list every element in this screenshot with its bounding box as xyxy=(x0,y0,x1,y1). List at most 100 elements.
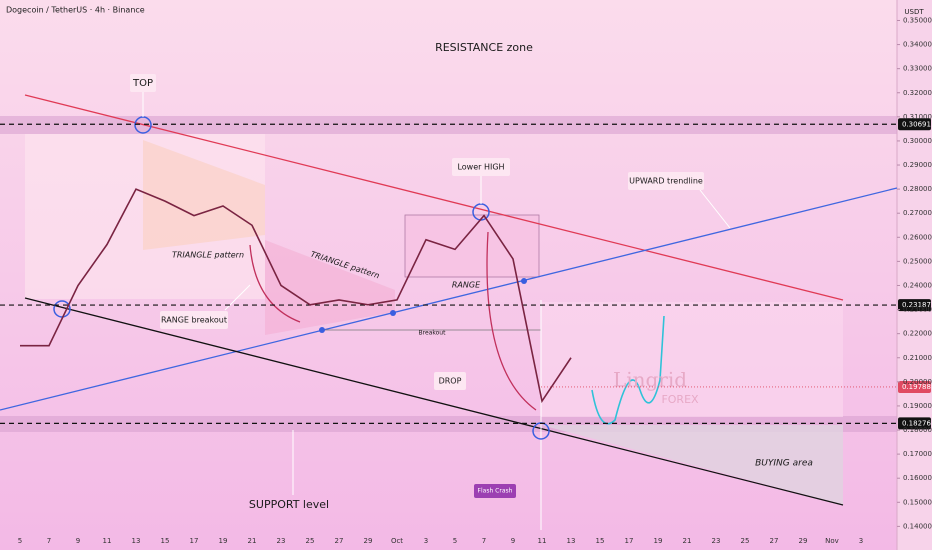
triangle-2 xyxy=(265,240,395,335)
y-tick-label: 0.32000 xyxy=(903,89,932,97)
annotation: Flash Crash xyxy=(478,488,513,495)
header: Dogecoin / TetherUS · 4h · Binance xyxy=(6,6,145,15)
y-tick-label: 0.33000 xyxy=(903,65,932,73)
series xyxy=(20,188,572,404)
price-label: 0.19788 xyxy=(902,383,931,391)
x-tick-label: 29 xyxy=(364,537,373,545)
y-tick-label: 0.35000 xyxy=(903,16,932,24)
x-tick-label: 15 xyxy=(161,537,170,545)
touch-dot xyxy=(390,310,396,316)
x-tick-label: 17 xyxy=(190,537,199,545)
resistance-band xyxy=(0,116,897,134)
support-trendline xyxy=(24,297,844,506)
arrow xyxy=(486,231,537,411)
y-tick-label: 0.15000 xyxy=(903,498,932,506)
touch-dot xyxy=(521,278,527,284)
y-tick-label: 0.30000 xyxy=(903,137,932,145)
y-tick-label: 0.28000 xyxy=(903,185,932,193)
annotation: TOP xyxy=(132,78,153,89)
x-tick-label: 19 xyxy=(219,537,228,545)
x-tick-label: 27 xyxy=(770,537,779,545)
price-line xyxy=(20,188,572,404)
axis-unit: USDT xyxy=(904,8,924,16)
annotation: BUYING area xyxy=(755,459,813,469)
target-zone xyxy=(541,302,843,417)
annotation: RANGE xyxy=(452,281,481,290)
x-tick-label: 23 xyxy=(277,537,286,545)
pointer xyxy=(699,189,731,229)
x-tick-label: Nov xyxy=(825,537,839,545)
label-box xyxy=(160,311,228,329)
y-tick-label: 0.29000 xyxy=(903,161,932,169)
x-tick-label: 9 xyxy=(511,537,515,545)
y-tick-label: 0.34000 xyxy=(903,41,932,49)
x-tick-label: 3 xyxy=(859,537,863,545)
label-box xyxy=(452,158,510,176)
x-tick-label: 19 xyxy=(654,537,663,545)
y-tick-label: 0.16000 xyxy=(903,474,932,482)
y-tick-label: 0.27000 xyxy=(903,209,932,217)
x-tick-label: 21 xyxy=(683,537,692,545)
x-tick-label: 27 xyxy=(335,537,344,545)
x-tick-label: 17 xyxy=(625,537,634,545)
range-box xyxy=(404,214,540,278)
arrow xyxy=(249,244,301,323)
touch-dot xyxy=(319,327,325,333)
watermark: FOREX xyxy=(661,393,699,406)
x-tick-label: 21 xyxy=(248,537,257,545)
y-tick-label: 0.25000 xyxy=(903,257,932,265)
annotation: DROP xyxy=(439,377,462,386)
x-tick-label: 13 xyxy=(132,537,141,545)
buying-zone xyxy=(541,425,843,505)
price-label-bg xyxy=(898,380,931,393)
x-tick-label: 15 xyxy=(596,537,605,545)
price-lines: 0.30691 0.23187 0.19788 0.18276 xyxy=(0,118,931,430)
x-tick-label: 11 xyxy=(103,537,112,545)
x-tick-label: 5 xyxy=(453,537,457,545)
x-tick-label: 29 xyxy=(799,537,808,545)
x-tick-label: 5 xyxy=(18,537,22,545)
label-box xyxy=(628,172,704,190)
y-tick-label: 0.14000 xyxy=(903,522,932,530)
y-tick-label: 0.20000 xyxy=(903,378,932,386)
label-box xyxy=(474,484,516,498)
price-label-bg xyxy=(898,417,931,430)
annotation: SUPPORT level xyxy=(249,498,329,511)
annotation: Lower HIGH xyxy=(457,163,504,172)
annotation: UPWARD trendline xyxy=(629,177,703,186)
price-label-bg xyxy=(898,118,931,131)
x-tick-label: 25 xyxy=(741,537,750,545)
annotation: RANGE breakout xyxy=(161,316,227,325)
x-tick-label: 3 xyxy=(424,537,428,545)
y-tick-label: 0.22000 xyxy=(903,330,932,338)
x-tick-label: 9 xyxy=(76,537,80,545)
x-tick-label: 23 xyxy=(712,537,721,545)
y-tick-label: 0.18000 xyxy=(903,426,932,434)
upward-trendline xyxy=(0,187,898,411)
label-box xyxy=(130,74,156,92)
x-tick-label: 7 xyxy=(47,537,51,545)
x-tick-label: Oct xyxy=(391,537,403,545)
y-tick-label: 0.19000 xyxy=(903,402,932,410)
price-label: 0.18276 xyxy=(902,419,931,427)
price-label-bg xyxy=(898,299,931,312)
label-box xyxy=(434,372,466,390)
x-tick-label: 25 xyxy=(306,537,315,545)
y-tick-label: 0.24000 xyxy=(903,281,932,289)
y-tick-label: 0.31000 xyxy=(903,113,932,121)
resistance-trendline xyxy=(24,94,844,301)
annotation: Breakout xyxy=(419,330,447,337)
y-tick-label: 0.26000 xyxy=(903,233,932,241)
annotation: TRIANGLE pattern xyxy=(172,251,244,260)
price-label: 0.23187 xyxy=(902,301,931,309)
pointer xyxy=(224,284,251,311)
y-tick-label: 0.21000 xyxy=(903,354,932,362)
annotation: RESISTANCE zone xyxy=(435,41,533,54)
projection xyxy=(591,315,665,425)
x-tick-label: 13 xyxy=(567,537,576,545)
x-tick-label: 11 xyxy=(538,537,547,545)
y-tick-label: 0.23000 xyxy=(903,306,932,314)
price-label: 0.30691 xyxy=(902,120,931,128)
triangle-1 xyxy=(143,140,265,250)
